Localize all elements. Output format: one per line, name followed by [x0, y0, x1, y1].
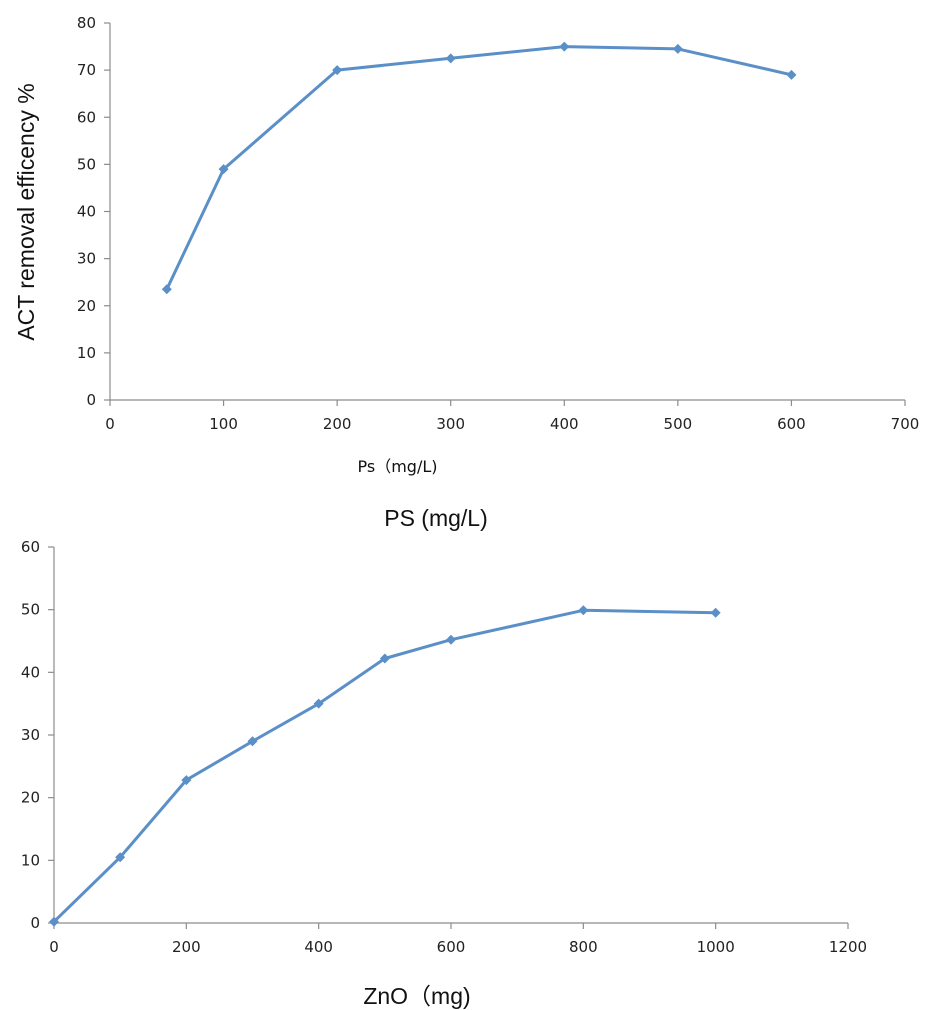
bottom-y-tick-label: 60	[21, 538, 40, 556]
bottom-y-tick-label: 40	[21, 663, 40, 681]
top-data-point	[161, 284, 172, 295]
top-x-tick-label: 200	[323, 415, 352, 433]
top-data-point	[559, 41, 570, 52]
caption-text: PS (mg/L)	[384, 505, 488, 531]
bottom-y-tick-label: 0	[30, 914, 40, 932]
bottom-x-tick-label: 1000	[697, 938, 735, 956]
top-y-tick-label: 70	[77, 61, 96, 79]
bottom-x-tick-label: 400	[304, 938, 333, 956]
top-data-point	[445, 53, 456, 64]
bottom-data-point	[578, 605, 589, 616]
bottom-x-axis-title: ZnO（mg)	[363, 983, 470, 1009]
top-y-tick-label: 0	[86, 391, 96, 409]
top-x-axis-title: Ps（mg/L)	[358, 457, 438, 476]
top-x-tick-label: 300	[436, 415, 465, 433]
top-data-point	[332, 65, 343, 76]
top-x-tick-label: 100	[209, 415, 238, 433]
top-y-tick-label: 40	[77, 203, 96, 221]
top-y-axis-title: ACT removal efficency %	[13, 83, 39, 340]
bottom-data-point	[313, 698, 324, 709]
bottom-data-point	[379, 653, 390, 664]
top-y-tick-label: 50	[77, 155, 96, 173]
bottom-data-point	[446, 634, 456, 645]
top-x-tick-label: 0	[105, 415, 115, 433]
top-x-tick-label: 400	[550, 415, 579, 433]
top-x-tick-label: 600	[777, 415, 806, 433]
bottom-x-tick-label: 0	[49, 938, 59, 956]
top-data-point	[672, 43, 683, 54]
bottom-y-tick-label: 10	[21, 851, 40, 869]
bottom-y-tick-label: 50	[21, 601, 40, 619]
top-y-tick-label: 10	[77, 344, 96, 362]
top-x-tick-label: 700	[891, 415, 920, 433]
bottom-data-point	[115, 852, 126, 863]
top-y-tick-label: 60	[77, 108, 96, 126]
bottom-x-tick-label: 200	[172, 938, 201, 956]
top-y-tick-label: 30	[77, 250, 96, 268]
bottom-data-point	[247, 736, 258, 747]
top-y-tick-label: 20	[77, 297, 96, 315]
top-data-point	[218, 164, 229, 175]
bottom-x-tick-label: 600	[437, 938, 466, 956]
bottom-data-point	[181, 775, 192, 786]
bottom-data-point	[49, 916, 59, 927]
bottom-y-tick-label: 30	[21, 726, 40, 744]
bottom-line-chart: 0 200 400 600 800 1000 1200 0 10 20 30 40 50 60 ZnO（mg…	[21, 538, 867, 1009]
bottom-y-tick-label: 20	[21, 789, 40, 807]
top-line-chart: 0 100 200 300 400 500 600 700 0 10 20 30 40 50 60 70 80 P…	[13, 14, 919, 476]
top-x-tick-label: 500	[664, 415, 693, 433]
bottom-data-point	[710, 607, 721, 618]
bottom-x-tick-label: 800	[569, 938, 598, 956]
bottom-x-tick-label: 1200	[829, 938, 867, 956]
top-data-point	[786, 69, 797, 80]
top-y-tick-label: 80	[77, 14, 96, 32]
top-series-line	[165, 45, 792, 290]
